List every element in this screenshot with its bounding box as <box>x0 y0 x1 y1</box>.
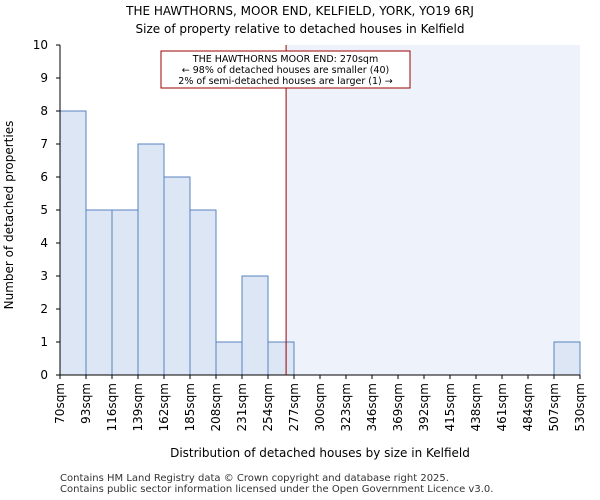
ticks-layer: 0 1 2 3 4 5 6 7 8 9 10 70sqm 93sqm 116sqm 139sqm 162sqm… <box>33 38 587 431</box>
x-tick-label-415sqm: 415sqm <box>443 383 457 431</box>
annotation-box <box>160 50 411 89</box>
bar-70sqm <box>59 110 87 376</box>
bar-231sqm <box>241 275 269 376</box>
x-tick-label-484sqm: 484sqm <box>521 383 535 431</box>
chart-title: THE HAWTHORNS, MOOR END, KELFIELD, YORK,… <box>126 4 474 18</box>
bar-254sqm <box>267 341 295 376</box>
x-tick-label-507sqm: 507sqm <box>547 383 561 431</box>
x-tick-label-162sqm: 162sqm <box>157 383 171 431</box>
y-tick-label-9: 9 <box>40 71 48 85</box>
bar-507sqm <box>553 341 581 376</box>
x-tick-label-139sqm: 139sqm <box>131 383 145 431</box>
annotation-line-3: 2% of semi-detached houses are larger (1… <box>178 76 392 87</box>
bar-93sqm <box>85 209 113 376</box>
y-tick-label-5: 5 <box>40 203 48 217</box>
bar-116sqm <box>111 209 139 376</box>
y-tick-label-1: 1 <box>40 335 48 349</box>
x-tick-label-369sqm: 369sqm <box>391 383 405 431</box>
chart-title-block: THE HAWTHORNS, MOOR END, KELFIELD, YORK,… <box>0 2 600 38</box>
x-tick-label-530sqm: 530sqm <box>573 383 587 431</box>
x-tick-label-461sqm: 461sqm <box>495 383 509 431</box>
x-tick-label-93sqm: 93sqm <box>79 383 93 424</box>
chart-subtitle: Size of property relative to detached ho… <box>135 22 465 36</box>
bar-139sqm <box>137 143 165 376</box>
x-tick-label-346sqm: 346sqm <box>365 383 379 431</box>
y-tick-label-2: 2 <box>40 302 48 316</box>
bars-layer <box>59 110 581 376</box>
bar-208sqm <box>215 341 243 376</box>
marker-layer: THE HAWTHORNS MOOR END: 270sqm← 98% of d… <box>160 45 411 375</box>
y-tick-label-6: 6 <box>40 170 48 184</box>
bar-162sqm <box>163 176 191 376</box>
footer: Contains HM Land Registry data © Crown c… <box>60 473 493 495</box>
x-tick-label-231sqm: 231sqm <box>235 383 249 431</box>
x-tick-label-185sqm: 185sqm <box>183 383 197 431</box>
x-tick-label-277sqm: 277sqm <box>287 383 301 431</box>
y-tick-label-4: 4 <box>40 236 48 250</box>
shade-layer <box>286 45 580 375</box>
x-tick-label-208sqm: 208sqm <box>209 383 223 431</box>
y-axis-label: Number of detached properties <box>2 121 16 310</box>
footer-line-1: Contains HM Land Registry data © Crown c… <box>60 473 449 484</box>
y-tick-label-10: 10 <box>33 38 48 52</box>
x-axis-label: Distribution of detached houses by size … <box>170 446 470 460</box>
y-tick-label-3: 3 <box>40 269 48 283</box>
annotation-line-1: THE HAWTHORNS MOOR END: 270sqm <box>192 54 378 65</box>
y-tick-label-0: 0 <box>40 368 48 382</box>
larger-region-shade <box>286 45 580 375</box>
x-tick-label-70sqm: 70sqm <box>53 383 67 424</box>
x-tick-label-438sqm: 438sqm <box>469 383 483 431</box>
x-tick-label-392sqm: 392sqm <box>417 383 431 431</box>
bar-185sqm <box>189 209 217 376</box>
footer-line-2: Contains public sector information licen… <box>60 484 494 495</box>
x-tick-label-300sqm: 300sqm <box>313 383 327 431</box>
x-tick-label-254sqm: 254sqm <box>261 383 275 431</box>
y-tick-label-7: 7 <box>40 137 48 151</box>
x-tick-label-323sqm: 323sqm <box>339 383 353 431</box>
y-tick-label-8: 8 <box>40 104 48 118</box>
x-tick-label-116sqm: 116sqm <box>105 383 119 431</box>
annotation-line-2: ← 98% of detached houses are smaller (40… <box>182 65 389 76</box>
